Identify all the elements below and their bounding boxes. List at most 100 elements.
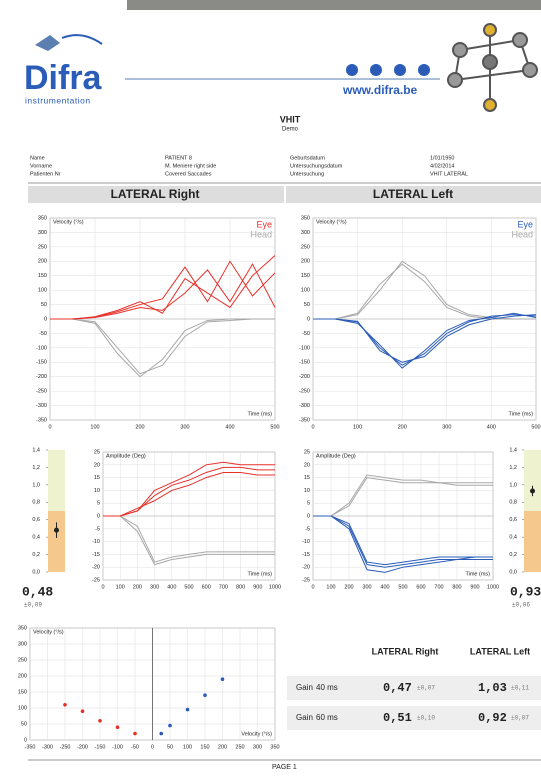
x-tick-label: 400 bbox=[380, 584, 389, 590]
top-bar bbox=[127, 0, 541, 10]
footer-page: PAGE 1 bbox=[272, 764, 297, 771]
y-tick-label: 200 bbox=[18, 673, 27, 679]
point bbox=[168, 724, 172, 728]
patient-field: M. Meniere right side bbox=[165, 163, 216, 169]
y-tick-label: -5 bbox=[305, 526, 310, 532]
x-tick-label: 350 bbox=[270, 744, 279, 750]
x-tick-label: 100 bbox=[90, 424, 99, 430]
y-tick-label: 25 bbox=[304, 449, 310, 455]
y-tick-label: -50 bbox=[39, 331, 47, 337]
x-axis-label: Time (ms) bbox=[247, 571, 272, 577]
x-tick-label: 100 bbox=[183, 744, 192, 750]
section-title: LATERAL Left bbox=[373, 187, 453, 201]
x-tick-label: -150 bbox=[94, 744, 105, 750]
gain-band bbox=[48, 511, 65, 572]
y-tick-label: 0,2 bbox=[509, 552, 517, 558]
x-tick-label: 900 bbox=[470, 584, 479, 590]
y-tick-label: 250 bbox=[38, 244, 47, 250]
website: www.difra.be bbox=[342, 83, 418, 97]
y-tick-label: 10 bbox=[304, 488, 310, 494]
point bbox=[116, 725, 120, 729]
y-tick-label: 0,0 bbox=[509, 569, 517, 575]
y-tick-label: -15 bbox=[92, 552, 100, 558]
y-tick-label: 200 bbox=[38, 259, 47, 265]
y-tick-label: 0,6 bbox=[32, 517, 40, 523]
y-tick-label: 300 bbox=[38, 230, 47, 236]
patient-field: Name bbox=[30, 155, 45, 161]
point bbox=[98, 719, 102, 723]
y-tick-label: 100 bbox=[38, 288, 47, 294]
y-tick-label: 10 bbox=[94, 488, 100, 494]
y-tick-label: 150 bbox=[38, 273, 47, 279]
x-tick-label: 100 bbox=[116, 584, 125, 590]
atom bbox=[453, 43, 467, 57]
x-axis-label: Time (ms) bbox=[247, 411, 272, 417]
x-tick-label: 200 bbox=[133, 584, 142, 590]
x-tick-label: -300 bbox=[42, 744, 53, 750]
point bbox=[159, 732, 163, 736]
x-tick-label: -50 bbox=[131, 744, 139, 750]
gain-value: 0,48 bbox=[22, 584, 53, 599]
gain-band bbox=[48, 450, 65, 511]
legend-entry: Head bbox=[250, 229, 272, 239]
x-tick-label: 700 bbox=[219, 584, 228, 590]
x-tick-label: 800 bbox=[236, 584, 245, 590]
y-tick-label: -25 bbox=[302, 577, 310, 583]
y-tick-label: 0,8 bbox=[509, 500, 517, 506]
y-tick-label: -200 bbox=[299, 374, 310, 380]
x-tick-label: 500 bbox=[184, 584, 193, 590]
x-tick-label: 800 bbox=[452, 584, 461, 590]
x-tick-label: 200 bbox=[218, 744, 227, 750]
y-tick-label: 250 bbox=[301, 244, 310, 250]
y-tick-label: 20 bbox=[304, 462, 310, 468]
section-title: LATERAL Right bbox=[111, 187, 200, 201]
table-header: LATERAL Left bbox=[470, 646, 530, 656]
point bbox=[63, 703, 67, 707]
y-tick-label: 200 bbox=[301, 259, 310, 265]
y-tick-label: -10 bbox=[92, 539, 100, 545]
patient-field: Untersuchungsdatum bbox=[290, 163, 343, 169]
y-tick-label: -25 bbox=[92, 577, 100, 583]
y-tick-label: 5 bbox=[97, 501, 100, 507]
x-tick-label: 600 bbox=[202, 584, 211, 590]
y-tick-label: -250 bbox=[299, 389, 310, 395]
patient-field: Untersuchung bbox=[290, 171, 324, 177]
patient-field: PATIENT 8 bbox=[165, 155, 192, 161]
y-tick-label: -5 bbox=[95, 526, 100, 532]
atom bbox=[448, 73, 462, 87]
y-axis-label: Velocity (°/s) bbox=[33, 629, 64, 635]
table-cell: ±0,07 bbox=[511, 715, 529, 722]
patient-field: Geburtsdatum bbox=[290, 155, 325, 161]
y-tick-label: 1,0 bbox=[32, 482, 40, 488]
x-tick-label: 600 bbox=[416, 584, 425, 590]
y-tick-label: 300 bbox=[18, 641, 27, 647]
patient-field: 4/02/2014 bbox=[430, 163, 454, 169]
y-tick-label: -20 bbox=[92, 565, 100, 571]
table-cell: ±0,10 bbox=[417, 715, 435, 722]
y-tick-label: 15 bbox=[94, 475, 100, 481]
y-tick-label: 0,0 bbox=[32, 569, 40, 575]
x-tick-label: 200 bbox=[135, 424, 144, 430]
x-tick-label: 1000 bbox=[487, 584, 499, 590]
x-axis-label: Time (ms) bbox=[508, 411, 533, 417]
x-tick-label: 50 bbox=[167, 744, 173, 750]
y-tick-label: -300 bbox=[299, 403, 310, 409]
y-tick-label: 0 bbox=[307, 513, 310, 519]
table-cell: Gain bbox=[296, 683, 313, 692]
x-tick-label: 100 bbox=[353, 424, 362, 430]
y-tick-label: 0,2 bbox=[32, 552, 40, 558]
y-tick-label: 5 bbox=[307, 501, 310, 507]
table-cell: 0,47 bbox=[383, 681, 412, 695]
icon bbox=[418, 64, 430, 76]
table-cell: 40 ms bbox=[316, 683, 338, 692]
y-tick-label: -200 bbox=[36, 374, 47, 380]
y-tick-label: -150 bbox=[36, 360, 47, 366]
y-tick-label: 150 bbox=[301, 273, 310, 279]
x-tick-label: 400 bbox=[167, 584, 176, 590]
gain-error: ±0,06 bbox=[512, 602, 530, 609]
y-tick-label: 50 bbox=[304, 302, 310, 308]
atom bbox=[513, 33, 527, 47]
y-tick-label: -350 bbox=[36, 417, 47, 423]
table-cell: ±0,07 bbox=[417, 685, 435, 692]
y-tick-label: -100 bbox=[299, 345, 310, 351]
